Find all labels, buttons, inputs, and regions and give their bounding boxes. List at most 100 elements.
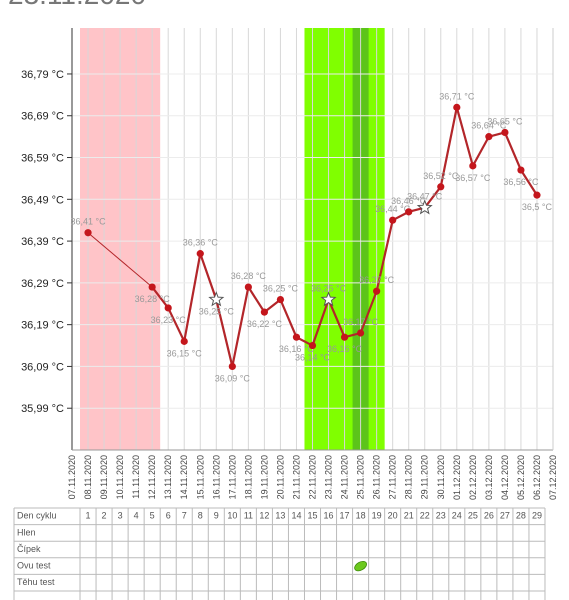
data-label: 36,5 °C	[522, 202, 553, 212]
point	[164, 304, 172, 312]
y-tick-label: 36,39 °C	[21, 236, 64, 248]
point	[389, 216, 397, 224]
day-number: 25	[468, 511, 478, 521]
x-tick-label: 29.11.2020	[420, 455, 430, 499]
day-number: 9	[214, 511, 219, 521]
point	[340, 333, 349, 341]
y-tick-label: 36,29 °C	[21, 278, 64, 290]
day-number: 12	[259, 511, 269, 521]
data-label: 36,17 °C	[343, 317, 379, 327]
point	[276, 295, 285, 304]
row-label: Čípek	[17, 544, 41, 554]
y-tick-label: 35,99 °C	[21, 403, 64, 415]
star-marker	[208, 291, 225, 307]
data-label: 36,65 °C	[487, 116, 523, 126]
data-label: 36,52 °C	[423, 171, 459, 181]
x-tick-label: 20.11.2020	[275, 455, 285, 499]
point	[373, 287, 381, 295]
point	[517, 166, 525, 174]
x-tick-label: 16.11.2020	[211, 455, 221, 499]
day-number: 24	[452, 511, 462, 521]
day-number: 4	[134, 511, 139, 521]
x-tick-label: 02.12.2020	[468, 455, 478, 500]
x-tick-label: 21.11.2020	[291, 455, 301, 499]
x-tick-label: 22.11.2020	[308, 455, 318, 499]
row-label: Hlen	[17, 527, 36, 537]
data-label: 36,28 °C	[135, 294, 171, 304]
point	[260, 308, 268, 316]
data-label: 36,09 °C	[215, 373, 251, 383]
point	[148, 283, 156, 291]
x-tick-label: 07.12.2020	[548, 455, 558, 500]
data-label: 36,14 °C	[295, 353, 331, 363]
x-tick-label: 25.11.2020	[356, 455, 366, 499]
data-label: 36,25 °C	[199, 307, 235, 317]
point	[533, 191, 541, 199]
data-label: 36,44 °C	[375, 204, 411, 214]
data-label: 36,27 °C	[359, 275, 395, 285]
star-marker	[416, 199, 433, 215]
row-label: Těhu test	[17, 577, 55, 587]
point	[501, 128, 509, 137]
day-number: 10	[227, 511, 237, 521]
data-label: 36,46 °C	[391, 196, 427, 206]
data-label: 36,57 °C	[455, 173, 491, 183]
y-tick-label: 36,59 °C	[21, 153, 64, 165]
x-tick-label: 27.11.2020	[388, 455, 398, 499]
data-label: 36,23 °C	[151, 315, 187, 325]
x-tick-label: 05.12.2020	[516, 455, 526, 500]
x-tick-label: 10.11.2020	[115, 455, 125, 499]
day-number: 1	[86, 511, 91, 521]
x-tick-label: 30.11.2020	[436, 455, 446, 499]
y-tick-label: 36,09 °C	[21, 361, 64, 373]
day-number: 8	[198, 511, 203, 521]
day-number: 29	[532, 511, 542, 521]
data-label: 36,47 °C	[407, 192, 443, 202]
data-label: 36,28 °C	[231, 271, 267, 281]
x-tick-label: 24.11.2020	[340, 455, 350, 499]
x-tick-label: 07.11.2020	[67, 455, 77, 499]
x-tick-label: 12.11.2020	[147, 455, 157, 499]
star-marker	[320, 291, 337, 307]
y-tick-label: 36,69 °C	[21, 111, 64, 123]
x-tick-label: 14.11.2020	[179, 455, 189, 499]
day-number: 17	[340, 511, 350, 521]
x-tick-label: 26.11.2020	[372, 455, 382, 499]
day-number: 22	[420, 511, 430, 521]
point	[453, 103, 461, 111]
point	[469, 162, 477, 170]
day-number: 19	[372, 511, 382, 521]
day-number: 14	[291, 511, 301, 521]
point	[244, 283, 252, 291]
day-number: 23	[436, 511, 446, 521]
point	[196, 250, 204, 258]
data-label: 36,22 °C	[247, 319, 283, 329]
data-label: 36,36 °C	[183, 238, 219, 248]
data-label: 36,56 °C	[503, 177, 539, 187]
day-number: 6	[166, 511, 171, 521]
day-number: 16	[324, 511, 334, 521]
data-label: 36,64 °C	[471, 121, 507, 131]
x-tick-label: 15.11.2020	[195, 455, 205, 499]
point	[292, 333, 301, 341]
point	[228, 362, 236, 371]
day-number: 20	[388, 511, 398, 521]
point	[437, 183, 445, 191]
x-tick-label: 11.11.2020	[131, 455, 141, 499]
point	[357, 329, 365, 337]
day-number: 18	[356, 511, 366, 521]
x-tick-label: 03.12.2020	[484, 455, 494, 500]
day-number: 27	[500, 511, 510, 521]
x-tick-label: 06.12.2020	[532, 455, 542, 500]
day-number: 11	[244, 511, 253, 521]
ovu-leaf	[354, 560, 367, 572]
x-tick-label: 13.11.2020	[163, 455, 173, 499]
gap-bridge	[87, 232, 153, 288]
day-number: 21	[404, 511, 414, 521]
data-label: 36,16 °C	[279, 344, 315, 354]
day-number: 5	[150, 511, 155, 521]
x-tick-label: 18.11.2020	[243, 455, 253, 499]
day-number: 28	[516, 511, 526, 521]
point	[84, 229, 92, 237]
